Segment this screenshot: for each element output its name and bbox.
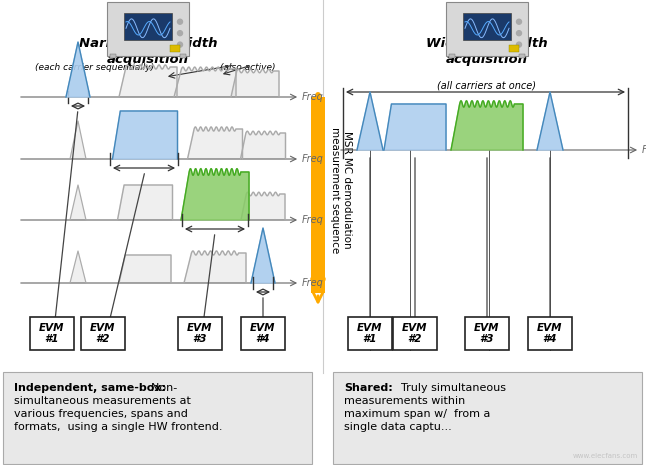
Polygon shape [119,65,177,97]
Polygon shape [384,104,446,150]
Text: Freq: Freq [302,278,324,288]
Text: Shared:: Shared: [344,383,393,393]
Polygon shape [357,92,383,150]
Polygon shape [119,255,171,283]
Circle shape [517,19,521,24]
Text: Freq: Freq [302,154,324,164]
FancyBboxPatch shape [3,372,312,464]
Circle shape [178,42,183,47]
FancyBboxPatch shape [465,317,509,350]
FancyBboxPatch shape [241,317,285,350]
FancyBboxPatch shape [170,45,180,52]
FancyBboxPatch shape [180,54,186,58]
Circle shape [178,31,183,36]
Polygon shape [240,131,286,159]
Polygon shape [112,111,178,159]
Polygon shape [184,251,246,283]
Text: Freq: Freq [302,92,324,102]
Polygon shape [118,185,172,220]
Text: formats,  using a single HW frontend.: formats, using a single HW frontend. [14,422,222,432]
FancyBboxPatch shape [178,317,222,350]
FancyBboxPatch shape [463,13,511,40]
Polygon shape [70,185,86,220]
Text: Wide bandwidth
acquisition: Wide bandwidth acquisition [426,37,548,66]
FancyBboxPatch shape [519,54,525,58]
Polygon shape [70,251,86,283]
FancyBboxPatch shape [348,317,392,350]
Text: various frequencies, spans and: various frequencies, spans and [14,409,188,419]
FancyBboxPatch shape [446,2,528,56]
Text: EVM
#1: EVM #1 [39,323,65,344]
FancyBboxPatch shape [393,317,437,350]
Polygon shape [70,121,86,159]
Polygon shape [187,127,242,159]
Circle shape [517,42,521,47]
Text: Narrow bandwidth
acquisition: Narrow bandwidth acquisition [79,37,217,66]
Text: maximum span w/  from a: maximum span w/ from a [344,409,490,419]
FancyBboxPatch shape [81,317,125,350]
FancyBboxPatch shape [124,13,172,40]
FancyBboxPatch shape [449,54,455,58]
FancyBboxPatch shape [30,317,74,350]
Text: www.elecfans.com: www.elecfans.com [573,453,638,459]
Polygon shape [241,192,285,220]
Text: measurements within: measurements within [344,396,465,406]
Text: simultaneous measurements at: simultaneous measurements at [14,396,191,406]
Polygon shape [451,101,523,150]
FancyBboxPatch shape [110,54,116,58]
FancyBboxPatch shape [311,97,325,293]
Text: Independent, same-box:: Independent, same-box: [14,383,166,393]
Polygon shape [66,42,90,97]
Text: MSR MC demodulation
measurement sequence: MSR MC demodulation measurement sequence [330,127,351,253]
Text: EVM
#4: EVM #4 [537,323,563,344]
Polygon shape [174,67,236,97]
Polygon shape [251,228,275,283]
FancyBboxPatch shape [107,2,189,56]
FancyBboxPatch shape [509,45,519,52]
Polygon shape [231,69,279,97]
Text: Freq: Freq [302,215,324,225]
Polygon shape [181,169,249,220]
FancyBboxPatch shape [528,317,572,350]
Text: EVM
#1: EVM #1 [357,323,382,344]
Text: EVM
#3: EVM #3 [187,323,213,344]
Text: Non-: Non- [144,383,177,393]
Text: (also active): (also active) [220,63,276,72]
Circle shape [517,31,521,36]
Text: EVM
#2: EVM #2 [402,323,428,344]
Text: (all carriers at once): (all carriers at once) [437,80,536,90]
Polygon shape [537,92,563,150]
Circle shape [178,19,183,24]
Text: single data captu...: single data captu... [344,422,452,432]
Text: Freq: Freq [642,145,646,155]
Text: EVM
#2: EVM #2 [90,323,116,344]
Text: EVM
#3: EVM #3 [474,323,500,344]
Text: Truly simultaneous: Truly simultaneous [394,383,506,393]
Text: (each carrier sequentially): (each carrier sequentially) [36,63,154,72]
FancyBboxPatch shape [333,372,642,464]
Text: EVM
#4: EVM #4 [250,323,276,344]
